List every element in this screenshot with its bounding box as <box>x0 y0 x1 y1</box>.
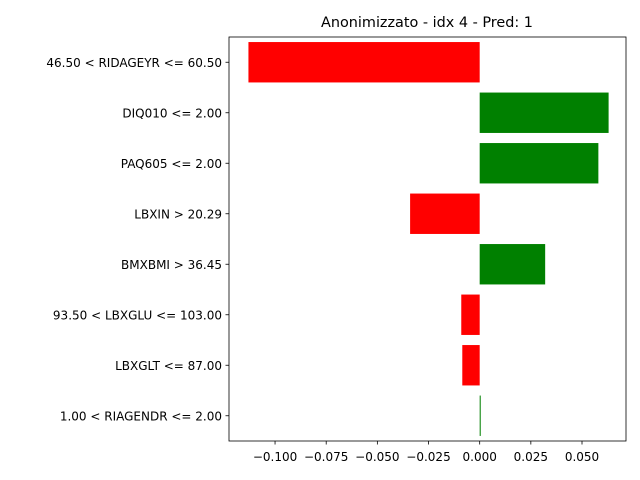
bar <box>462 345 480 386</box>
y-tick-label: DIQ010 <= 2.00 <box>122 106 222 120</box>
plot-frame <box>228 36 627 442</box>
y-tick-label: PAQ605 <= 2.00 <box>121 157 222 171</box>
bar <box>410 193 480 234</box>
x-tick-label: 0.050 <box>565 450 599 464</box>
x-tick-label: 0.000 <box>463 450 497 464</box>
x-tick-label: −0.100 <box>253 450 297 464</box>
y-tick-label: LBXIN > 20.29 <box>134 207 222 221</box>
bar <box>479 395 481 436</box>
y-tick-label: 93.50 < LBXGLU <= 103.00 <box>53 308 222 322</box>
chart-title: Anonimizzato - idx 4 - Pred: 1 <box>321 15 533 31</box>
y-tick-label: 46.50 < RIDAGEYR <= 60.50 <box>46 56 222 70</box>
y-tick-label: LBXGLT <= 87.00 <box>115 359 222 373</box>
y-tick-label: 1.00 < RIAGENDR <= 2.00 <box>60 409 222 423</box>
bar <box>479 244 546 285</box>
bar <box>479 92 609 133</box>
y-tick-labels: 46.50 < RIDAGEYR <= 60.50 DIQ010 <= 2.00 P… <box>46 56 229 423</box>
bar <box>479 143 599 184</box>
y-tick-label: BMXBMI > 36.45 <box>121 258 222 272</box>
bar <box>248 42 480 83</box>
bar <box>461 294 480 335</box>
x-tick-label: −0.025 <box>406 450 450 464</box>
x-tick-label: −0.075 <box>304 450 348 464</box>
x-tick-label: 0.025 <box>514 450 548 464</box>
x-ticks: −0.100 −0.075 −0.050 −0.025 0.000 0.025 0.050 <box>253 441 599 464</box>
bars-group <box>248 42 609 436</box>
x-tick-label: −0.050 <box>355 450 399 464</box>
